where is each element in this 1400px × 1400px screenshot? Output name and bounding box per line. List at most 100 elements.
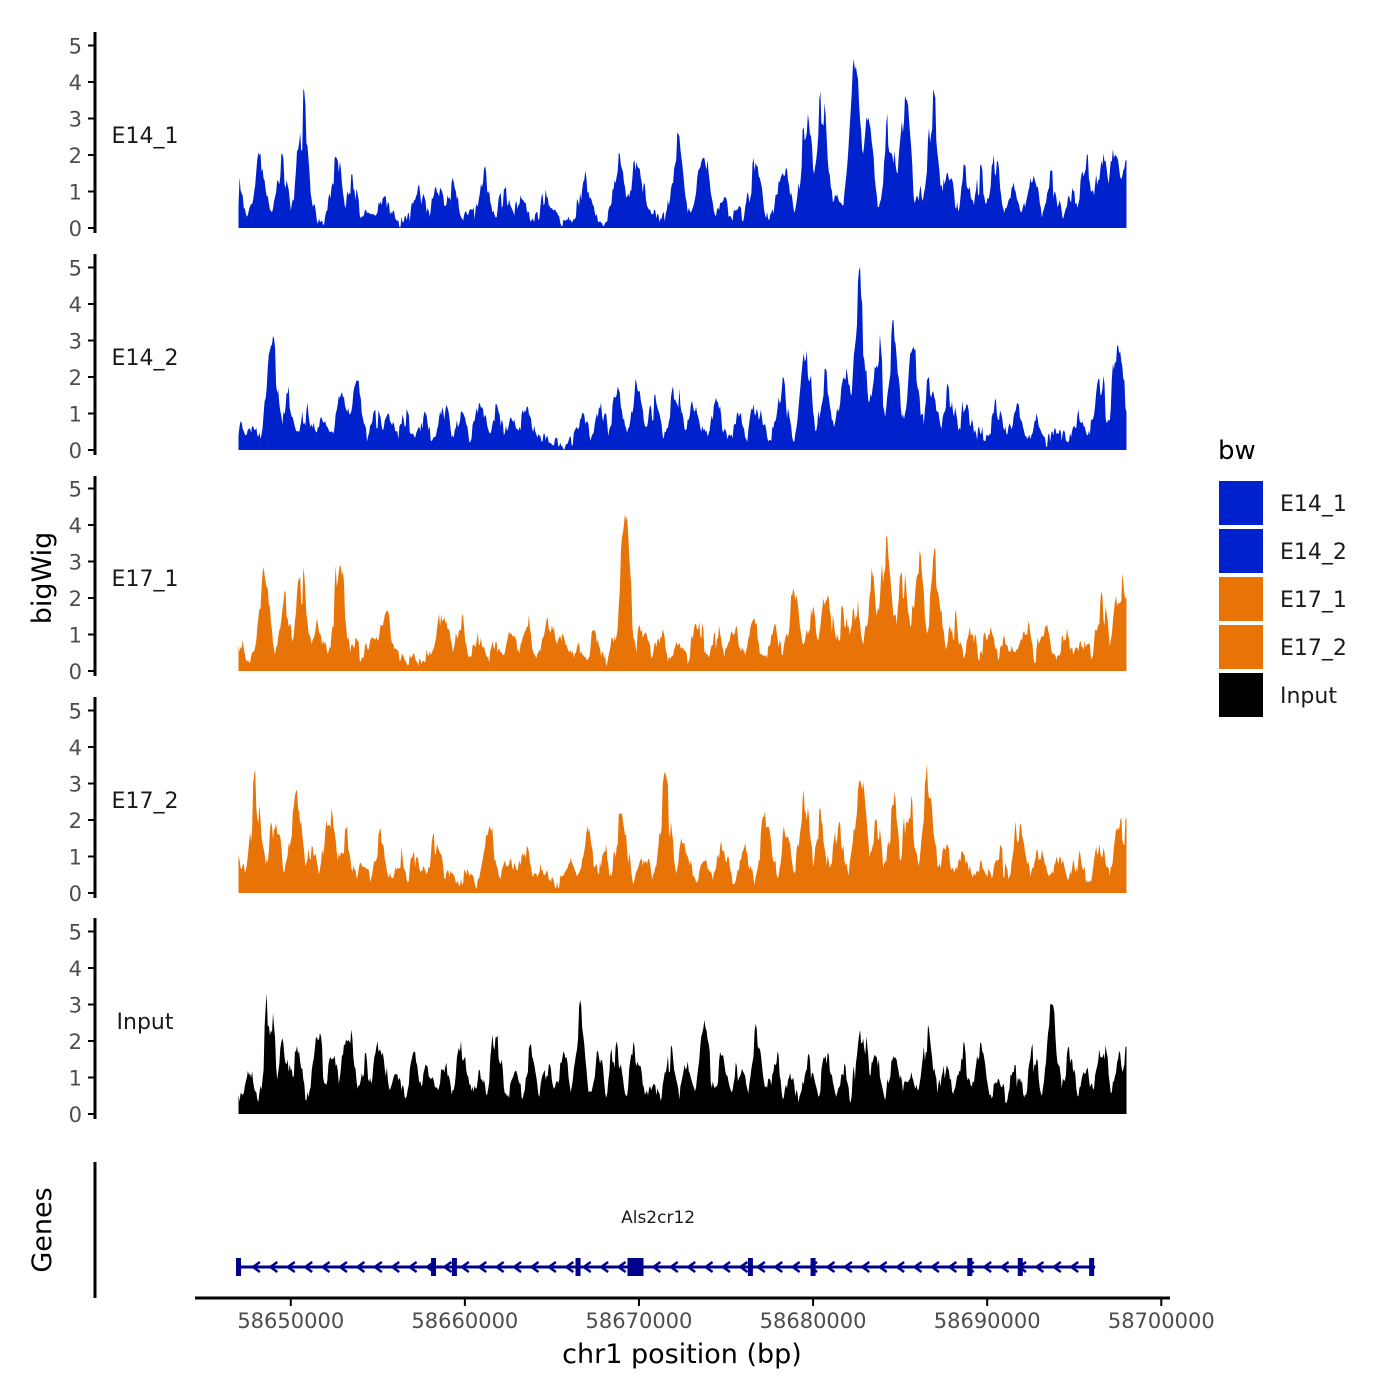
legend-swatch xyxy=(1217,479,1265,527)
y-tick-label: 2 xyxy=(69,366,82,390)
y-axis-title: bigWig xyxy=(27,532,58,625)
strand-arrow xyxy=(999,1260,1010,1274)
x-ticks: 58650000 58660000 58670000 58680000 58690000… xyxy=(237,1298,1215,1333)
strand-arrow xyxy=(616,1260,627,1274)
legend-label: Input xyxy=(1280,684,1337,709)
strand-arrow xyxy=(982,1260,992,1274)
legend-swatch xyxy=(1217,575,1265,623)
y-tick-label: 0 xyxy=(69,439,82,463)
strand-arrow xyxy=(947,1260,958,1274)
legend-label: E14_2 xyxy=(1280,540,1347,565)
legend-item-E17_1: E17_1 xyxy=(1217,575,1347,623)
track-label: Input xyxy=(117,1010,174,1035)
y-tick-label: 3 xyxy=(69,330,82,354)
strand-arrow xyxy=(546,1260,557,1274)
y-tick-label: 4 xyxy=(69,293,82,317)
y-tick-label: 5 xyxy=(69,257,82,281)
legend-swatch xyxy=(1217,671,1265,719)
gene-exon xyxy=(236,1258,242,1276)
track-Input: 0 1 2 3 4 5 Input xyxy=(69,918,1127,1127)
track-label: E14_1 xyxy=(112,124,179,149)
gene-exon xyxy=(627,1258,644,1276)
y-tick-label: 0 xyxy=(69,1103,82,1127)
signal-area-E17_2 xyxy=(238,763,1127,893)
strand-arrow xyxy=(877,1260,888,1274)
gene-exon xyxy=(967,1258,973,1276)
x-tick-label: 58700000 xyxy=(1108,1309,1215,1333)
strand-arrow xyxy=(720,1260,731,1274)
strand-arrow xyxy=(842,1260,853,1274)
strand-arrow xyxy=(651,1260,662,1274)
strand-arrow xyxy=(686,1260,696,1274)
x-axis: 58650000 58660000 58670000 58680000 58690000… xyxy=(195,1296,1215,1333)
legend-item-Input: Input xyxy=(1217,671,1337,719)
strand-arrow xyxy=(285,1260,296,1274)
legend-swatch xyxy=(1217,623,1265,671)
strand-arrow xyxy=(1034,1260,1045,1274)
x-axis-title: chr1 position (bp) xyxy=(562,1339,802,1370)
strand-arrow xyxy=(773,1260,783,1274)
track-E14_1: 0 1 2 3 4 5 E14_1 xyxy=(69,32,1127,241)
y-tick-label: 3 xyxy=(69,108,82,132)
x-tick-label: 58660000 xyxy=(411,1309,518,1333)
gene-exon xyxy=(1017,1258,1023,1276)
gene-exon xyxy=(431,1258,437,1276)
signal-area-E14_1 xyxy=(238,58,1127,229)
legend-label: E14_1 xyxy=(1280,492,1347,517)
strand-arrow xyxy=(1051,1260,1062,1274)
y-tick-label: 0 xyxy=(69,660,82,684)
track-label: E17_1 xyxy=(112,567,179,592)
strand-arrow xyxy=(250,1260,261,1274)
strand-arrow xyxy=(894,1260,905,1274)
y-tick-label: 2 xyxy=(69,587,82,611)
strand-arrow xyxy=(564,1260,575,1274)
y-tick-label: 2 xyxy=(69,1030,82,1054)
y-tick-label: 0 xyxy=(69,882,82,906)
y-tick-label: 1 xyxy=(69,1067,82,1091)
track-label: E14_2 xyxy=(112,346,179,371)
signal-tracks: 0 1 2 3 4 5 E14_1 0 1 2 3 4 5 E14_2 0 1 2 3 4 5 E17_1 0 1 2 3 4 5 E… xyxy=(69,32,1127,1127)
y-tick-label: 4 xyxy=(69,957,82,981)
y-tick-label: 3 xyxy=(69,551,82,575)
signal-area-E17_1 xyxy=(238,513,1127,671)
x-tick-label: 58670000 xyxy=(586,1309,693,1333)
strand-arrow xyxy=(668,1260,679,1274)
y-tick-label: 1 xyxy=(69,624,82,648)
strand-arrow xyxy=(320,1260,331,1274)
track-label: E17_2 xyxy=(112,789,179,814)
x-tick-label: 58690000 xyxy=(934,1309,1041,1333)
signal-area-Input xyxy=(238,993,1127,1114)
legend-label: E17_2 xyxy=(1280,636,1347,661)
strand-arrow xyxy=(407,1260,418,1274)
legend-item-E17_2: E17_2 xyxy=(1217,623,1347,671)
x-tick-label: 58650000 xyxy=(237,1309,344,1333)
strand-arrow xyxy=(442,1260,453,1274)
gene-exon xyxy=(451,1258,457,1276)
genes-panel: Als2cr12 xyxy=(93,1162,1096,1298)
y-tick-label: 5 xyxy=(69,478,82,502)
gene-label: Als2cr12 xyxy=(621,1208,695,1228)
legend: bw E14_1 E14_2 E17_1 E17_2 Input xyxy=(1217,436,1347,719)
strand-arrow xyxy=(477,1260,488,1274)
strand-arrow xyxy=(390,1260,400,1274)
gene-exon xyxy=(575,1258,581,1276)
gene-exon xyxy=(1089,1258,1095,1276)
strand-arrow xyxy=(1069,1260,1079,1274)
y-tick-label: 5 xyxy=(69,35,82,59)
legend-item-E14_2: E14_2 xyxy=(1217,527,1347,575)
legend-swatch xyxy=(1217,527,1265,575)
legend-item-E14_1: E14_1 xyxy=(1217,479,1347,527)
strand-arrow xyxy=(372,1260,383,1274)
y-tick-label: 5 xyxy=(69,921,82,945)
strand-arrow xyxy=(459,1260,470,1274)
y-tick-label: 3 xyxy=(69,773,82,797)
strand-arrow xyxy=(929,1260,940,1274)
track-E14_2: 0 1 2 3 4 5 E14_2 xyxy=(69,254,1127,463)
y-tick-label: 1 xyxy=(69,403,82,427)
y-tick-label: 0 xyxy=(69,217,82,241)
strand-arrow xyxy=(912,1260,923,1274)
strand-arrow xyxy=(303,1260,313,1274)
strand-arrow xyxy=(755,1260,766,1274)
strand-arrow xyxy=(355,1260,366,1274)
